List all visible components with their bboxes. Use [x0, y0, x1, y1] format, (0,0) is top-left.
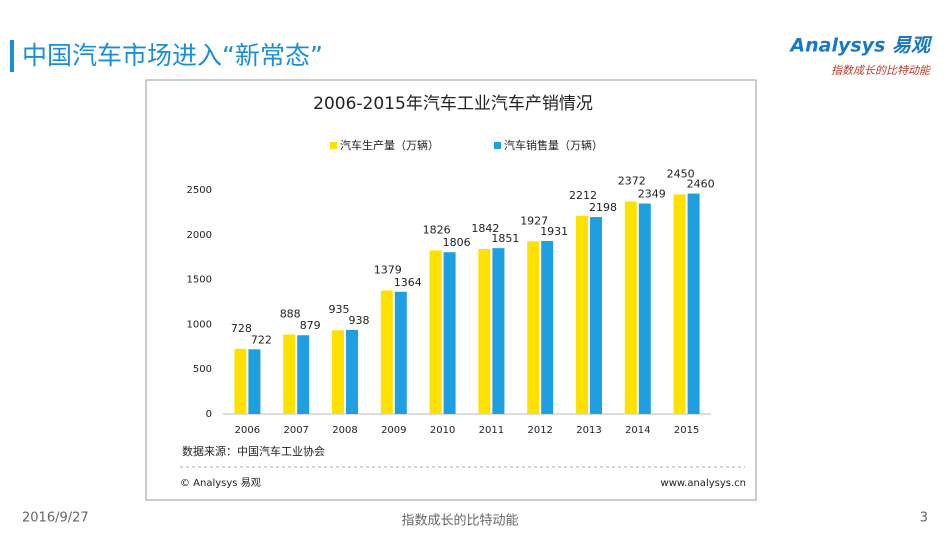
data-label: 938 [349, 314, 370, 327]
data-label: 888 [280, 307, 301, 320]
bar [590, 217, 602, 414]
data-label: 1806 [443, 236, 471, 249]
x-tick-label: 2006 [235, 425, 260, 436]
data-label: 1842 [471, 222, 499, 235]
logo-slogan: 指数成长的比特动能 [831, 64, 932, 77]
x-tick-label: 2009 [381, 425, 406, 436]
date: 2016/9/27 [22, 511, 89, 526]
slide-title: 中国汽车市场进入“新常态” [22, 41, 323, 70]
x-tick-label: 2013 [576, 425, 601, 436]
footer-slogan: 指数成长的比特动能 [401, 513, 518, 529]
data-label: 2450 [667, 167, 695, 180]
bar [624, 201, 637, 414]
legend-label: 汽车销售量（万辆） [504, 138, 603, 152]
bar [248, 349, 261, 414]
data-label: 1379 [374, 263, 402, 276]
data-label: 935 [329, 303, 350, 316]
chart-title: 2006-2015年汽车工业汽车产销情况 [313, 94, 593, 114]
y-tick-label: 1000 [187, 319, 212, 330]
bar [332, 330, 344, 414]
bar [394, 291, 407, 414]
legend-swatch [494, 142, 501, 149]
y-tick-label: 0 [206, 409, 212, 420]
page-number: 3 [920, 511, 928, 526]
y-tick-label: 1500 [187, 275, 212, 286]
source: 数据来源：中国汽车工业协会 [182, 444, 325, 458]
bar [346, 329, 358, 414]
data-label: 1851 [491, 232, 519, 245]
data-label: 1927 [520, 214, 548, 227]
website: www.analysys.cn [661, 478, 746, 489]
y-tick-label: 2000 [187, 230, 212, 241]
legend-swatch [330, 142, 337, 149]
data-label: 879 [300, 319, 321, 332]
data-label: 2198 [589, 201, 617, 214]
data-label: 728 [231, 322, 252, 335]
bar [638, 203, 651, 414]
data-label: 2212 [569, 189, 597, 202]
x-tick-label: 2008 [332, 425, 357, 436]
y-tick-label: 500 [193, 364, 212, 375]
bar [478, 248, 491, 414]
title-bar [10, 40, 14, 72]
data-label: 2349 [638, 188, 666, 201]
data-label: 1826 [423, 223, 451, 236]
legend-label: 汽车生产量（万辆） [340, 138, 439, 152]
bar [673, 194, 686, 414]
logo: Analysys 易观 [788, 35, 933, 57]
bar [492, 248, 505, 414]
copyright: © Analysys 易观 [180, 477, 261, 489]
data-label: 2372 [618, 174, 646, 187]
data-label: 722 [251, 333, 272, 346]
y-tick-label: 2500 [187, 185, 212, 196]
x-tick-label: 2011 [479, 425, 504, 436]
x-tick-label: 2012 [527, 425, 552, 436]
bar [443, 252, 456, 414]
x-tick-label: 2010 [430, 425, 455, 436]
bar [687, 193, 700, 414]
bar [429, 250, 442, 414]
bar [541, 240, 554, 414]
bar [283, 334, 296, 414]
bar [380, 290, 393, 414]
x-tick-label: 2014 [625, 425, 650, 436]
bar [527, 241, 540, 414]
x-tick-label: 2015 [674, 425, 699, 436]
bar [234, 348, 247, 414]
bar [576, 215, 588, 414]
x-tick-label: 2007 [283, 425, 308, 436]
data-label: 1931 [540, 225, 568, 238]
bar [297, 335, 310, 414]
data-label: 2460 [687, 178, 715, 191]
data-label: 1364 [394, 276, 422, 289]
